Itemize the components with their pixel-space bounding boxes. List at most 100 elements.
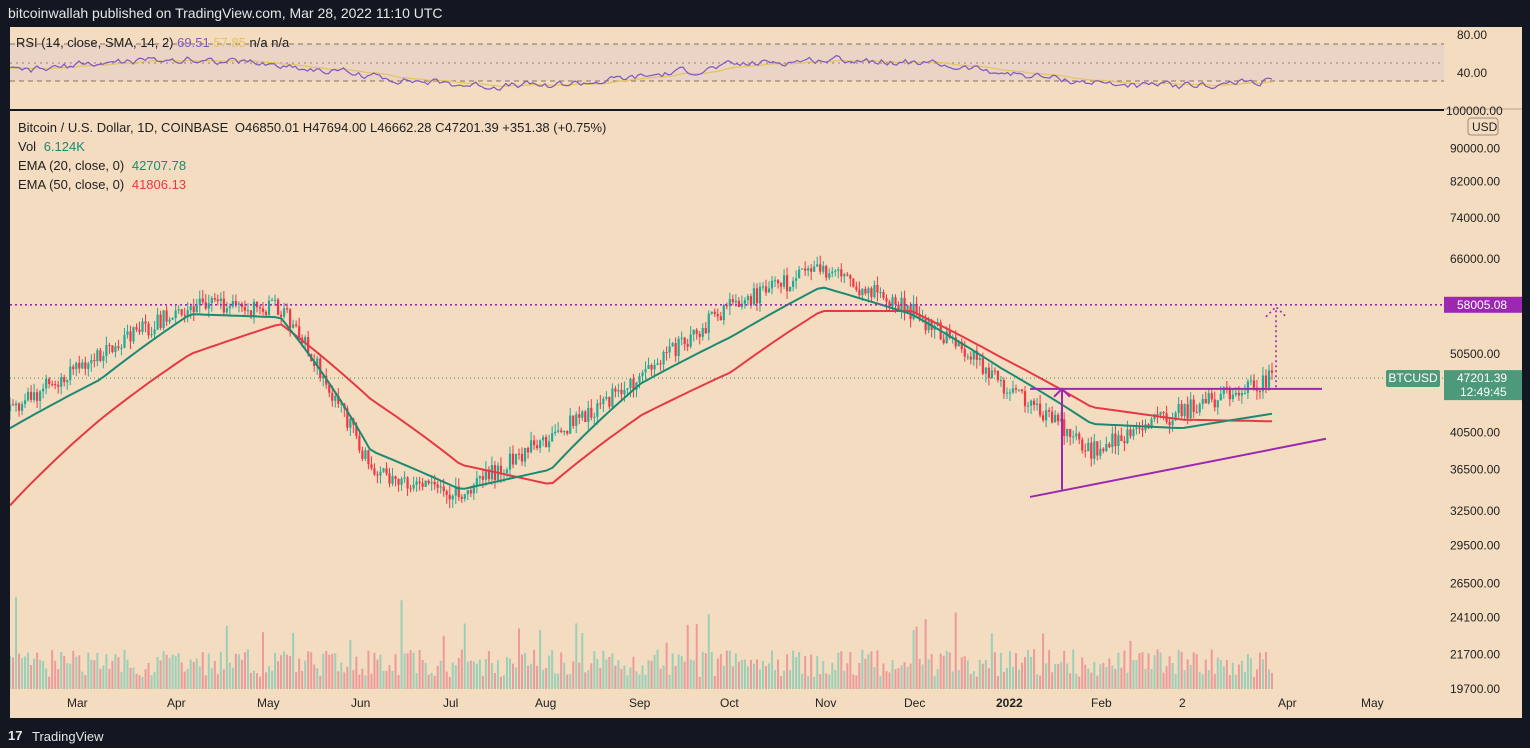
ema50-legend: EMA (50, close, 0) 41806.13 [18, 177, 186, 192]
volume-bar [475, 663, 478, 689]
candle-body [1177, 403, 1180, 413]
volume-bar [539, 629, 542, 689]
time-tick: Feb [1091, 696, 1112, 710]
candle-body [837, 269, 840, 271]
candle-body [701, 327, 704, 337]
time-tick: Apr [167, 696, 186, 710]
candle-body [819, 264, 822, 272]
candle-body [599, 403, 602, 405]
volume-bar [722, 665, 725, 689]
candle-body [810, 268, 813, 272]
volume-bar [1135, 660, 1138, 689]
candle-body [785, 275, 789, 292]
volume-bar [313, 664, 316, 689]
candle-body [174, 310, 177, 318]
candle-body [1105, 443, 1108, 451]
volume-bar [1162, 672, 1165, 689]
candle-body [876, 284, 879, 293]
volume-bar [1033, 649, 1036, 689]
candle-body [966, 356, 969, 358]
volume-bar [337, 671, 340, 689]
volume-bar [219, 651, 222, 689]
volume-bar [189, 659, 192, 689]
candle-body [156, 314, 159, 330]
volume-bar [400, 600, 403, 689]
volume-bar [439, 660, 442, 689]
volume-bar [1084, 664, 1087, 689]
time-axis[interactable]: Mar Apr May Jun Jul Aug Sep Oct Nov Dec 2022 Feb 2 Ap… [10, 689, 1444, 718]
volume-bar [1210, 649, 1213, 689]
volume-bar [265, 672, 268, 689]
volume-bar [608, 657, 611, 689]
candle-body [451, 495, 454, 500]
candle-body [87, 363, 90, 369]
volume-bar [406, 653, 409, 689]
volume-bar [156, 656, 159, 689]
volume-bar [1014, 653, 1017, 689]
volume-bar [761, 660, 764, 689]
candle-body [942, 339, 945, 344]
candle-body [292, 324, 295, 328]
footer-brand[interactable]: TradingView [32, 729, 104, 744]
volume-bar [340, 662, 343, 689]
volume-bar [1039, 675, 1042, 689]
candle-body [665, 351, 668, 353]
candle-body [987, 367, 990, 379]
price-panel: Bitcoin / U.S. Dollar, 1D, COINBASE O468… [8, 111, 1444, 689]
volume-bar [858, 663, 861, 689]
candle-body [511, 453, 515, 465]
volume-bar [1243, 671, 1246, 689]
volume-bar [614, 665, 617, 689]
candle-body [1156, 414, 1159, 416]
price-chart-svg[interactable] [8, 111, 1444, 689]
volume-bar [945, 650, 948, 689]
price-axis-svg: 80.00 40.00 100000.00 USD 90000.00 82000.… [1444, 28, 1522, 696]
volume-bar [810, 654, 813, 689]
volume-bar [349, 639, 352, 689]
candle-body [1234, 392, 1237, 395]
volume-bar [27, 652, 30, 689]
currency-box[interactable] [1467, 117, 1499, 136]
candle-body [770, 280, 774, 289]
volume-bar [186, 668, 189, 689]
volume-bar [51, 650, 54, 689]
candle-body [406, 477, 409, 489]
volume-bar [701, 651, 704, 689]
volume-bar [322, 653, 325, 689]
candle-body [575, 414, 578, 426]
rsi-title: RSI (14, close, SMA, 14, 2) [16, 35, 174, 50]
candle-body [192, 306, 195, 313]
time-tick: Mar [67, 696, 88, 710]
volume-bar [460, 649, 463, 689]
candle-body [75, 362, 78, 370]
candle-body [481, 476, 484, 480]
volume-bar [150, 675, 153, 689]
candle-body [617, 389, 620, 392]
volume-bar [981, 663, 984, 689]
volume-bar [900, 665, 903, 689]
volume-bar [298, 658, 301, 689]
price-tick-top: 100000.00 [1446, 104, 1503, 118]
footer: 17 TradingView [0, 725, 1530, 748]
candle-body [822, 265, 825, 272]
candle-body [234, 300, 237, 305]
volume-bar [924, 619, 927, 689]
volume-bar [792, 650, 795, 689]
candle-body [879, 292, 882, 294]
candle-body [36, 392, 39, 401]
candle-body [267, 300, 271, 315]
volume-bar [430, 672, 433, 689]
candle-body [632, 378, 635, 390]
candle-body [96, 350, 99, 362]
candle-body [1045, 410, 1048, 421]
volume-bar [789, 669, 792, 689]
time-tick: Aug [535, 696, 556, 710]
price-axis[interactable]: 80.00 40.00 100000.00 USD 90000.00 82000.… [1444, 27, 1522, 718]
candle-body [532, 440, 536, 446]
candle-body [1011, 388, 1015, 393]
candle-body [611, 388, 614, 407]
candle-body [620, 389, 623, 395]
candle-body [1129, 429, 1132, 437]
candle-body [219, 298, 222, 302]
volume-bar [391, 671, 394, 689]
